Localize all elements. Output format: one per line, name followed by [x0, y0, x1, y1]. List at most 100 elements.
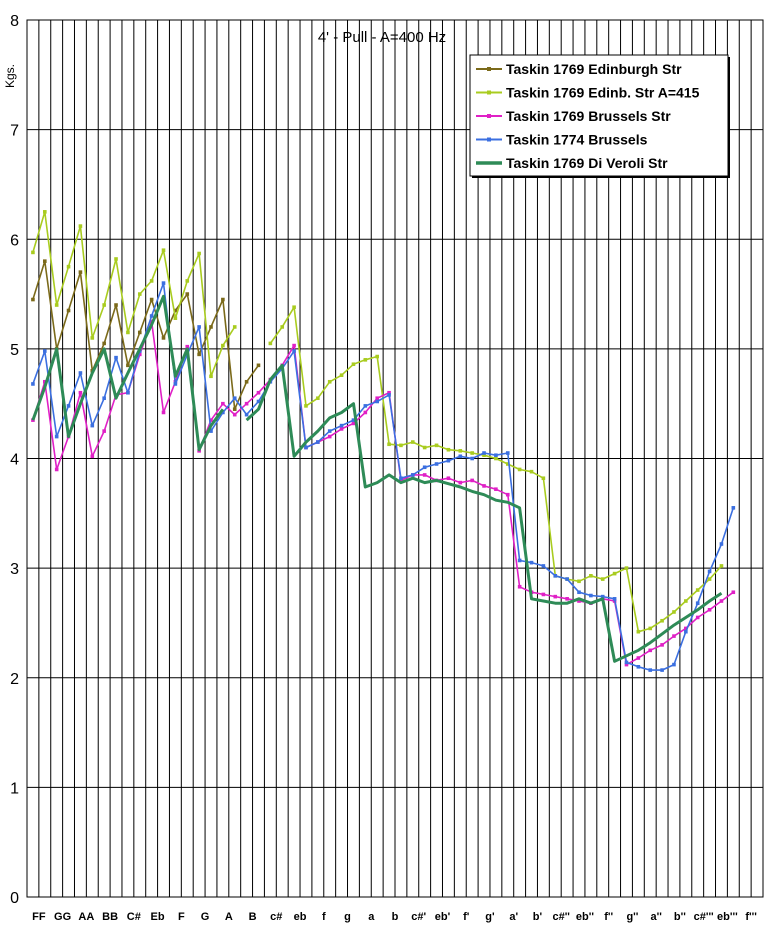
data-point — [78, 270, 83, 274]
x-tick-label: FF — [32, 911, 46, 923]
data-point — [446, 476, 451, 481]
data-point — [731, 506, 736, 510]
data-point — [660, 668, 664, 672]
data-point — [648, 648, 653, 653]
data-point — [149, 297, 154, 302]
data-point — [612, 597, 617, 601]
data-point — [327, 429, 332, 433]
series-line — [31, 294, 225, 452]
data-point — [137, 292, 142, 296]
data-point — [719, 599, 724, 603]
data-point — [600, 594, 605, 599]
data-point — [292, 305, 296, 310]
data-point — [66, 264, 71, 269]
data-point — [565, 597, 569, 601]
data-point — [232, 325, 237, 329]
data-point — [54, 467, 59, 472]
data-point — [149, 279, 154, 283]
series-line — [32, 260, 260, 411]
series-line — [32, 282, 735, 671]
data-point — [553, 594, 558, 599]
y-tick-label: 1 — [10, 780, 19, 797]
data-point — [90, 454, 95, 459]
data-point — [339, 427, 344, 431]
data-point — [292, 349, 296, 353]
data-point — [327, 434, 332, 439]
data-point — [399, 443, 403, 448]
y-tick-label: 5 — [10, 342, 19, 359]
legend-marker — [487, 67, 491, 71]
data-point — [363, 404, 368, 408]
data-point — [434, 462, 439, 466]
x-tick-label: c#''' — [694, 911, 714, 923]
data-point — [114, 303, 118, 307]
data-point — [505, 492, 510, 497]
data-point — [351, 362, 356, 367]
x-tick-label: GG — [54, 911, 71, 923]
data-point — [197, 325, 201, 329]
legend-label: Taskin 1769 Edinb. Str A=415 — [506, 85, 700, 101]
data-point — [256, 399, 261, 404]
legend: Taskin 1769 Edinburgh Str Taskin 1769 Edi… — [469, 54, 730, 178]
data-point — [31, 297, 35, 302]
x-tick-label: eb''' — [717, 911, 738, 923]
data-point — [470, 451, 474, 455]
data-point — [411, 473, 415, 477]
x-tick-label: Eb — [151, 911, 165, 923]
data-point — [695, 615, 700, 620]
data-point — [672, 610, 676, 614]
data-point — [411, 440, 415, 444]
data-point — [173, 308, 178, 313]
x-tick-label: C# — [127, 911, 141, 923]
data-point — [137, 352, 142, 357]
data-point — [304, 404, 308, 408]
data-point — [695, 588, 700, 592]
data-point — [494, 456, 498, 461]
data-point — [137, 330, 142, 335]
data-point — [577, 590, 581, 595]
y-axis-ticks: 0 1 2 3 4 5 6 7 8 — [10, 13, 19, 907]
data-point — [684, 599, 688, 603]
data-point — [707, 577, 712, 581]
y-tick-label: 0 — [10, 890, 19, 907]
data-point — [102, 429, 106, 433]
data-point — [660, 618, 664, 623]
data-point — [589, 593, 593, 598]
data-point — [446, 447, 451, 452]
data-point — [505, 451, 510, 455]
data-point — [707, 569, 712, 574]
data-point — [719, 542, 724, 546]
data-point — [126, 330, 130, 335]
legend-label: Taskin 1769 Brussels Str — [506, 108, 671, 124]
data-point — [232, 412, 237, 417]
data-point — [66, 404, 71, 408]
x-tick-label: BB — [102, 911, 118, 923]
data-point — [244, 412, 249, 417]
data-point — [458, 454, 463, 459]
data-point — [78, 224, 83, 228]
legend-marker — [487, 90, 491, 95]
data-point — [482, 484, 486, 488]
x-tick-label: a — [368, 911, 375, 923]
series-2 — [31, 210, 724, 634]
data-point — [90, 423, 95, 428]
data-point — [434, 443, 439, 448]
data-point — [185, 344, 190, 349]
data-point — [672, 634, 676, 638]
data-point — [173, 316, 178, 320]
legend-label: Taskin 1769 Di Veroli Str — [506, 155, 668, 171]
x-tick-label: f'' — [604, 911, 613, 923]
legend-marker — [487, 137, 491, 142]
data-point — [256, 363, 261, 368]
y-tick-label: 2 — [10, 671, 19, 688]
data-point — [185, 279, 190, 283]
x-tick-label: G — [201, 911, 210, 923]
x-tick-label: B — [249, 911, 257, 923]
data-point — [470, 478, 474, 483]
series-line — [245, 363, 723, 663]
data-point — [684, 629, 688, 634]
data-point — [494, 487, 498, 491]
data-point — [529, 469, 534, 474]
legend-label: Taskin 1769 Edinburgh Str — [506, 61, 682, 77]
